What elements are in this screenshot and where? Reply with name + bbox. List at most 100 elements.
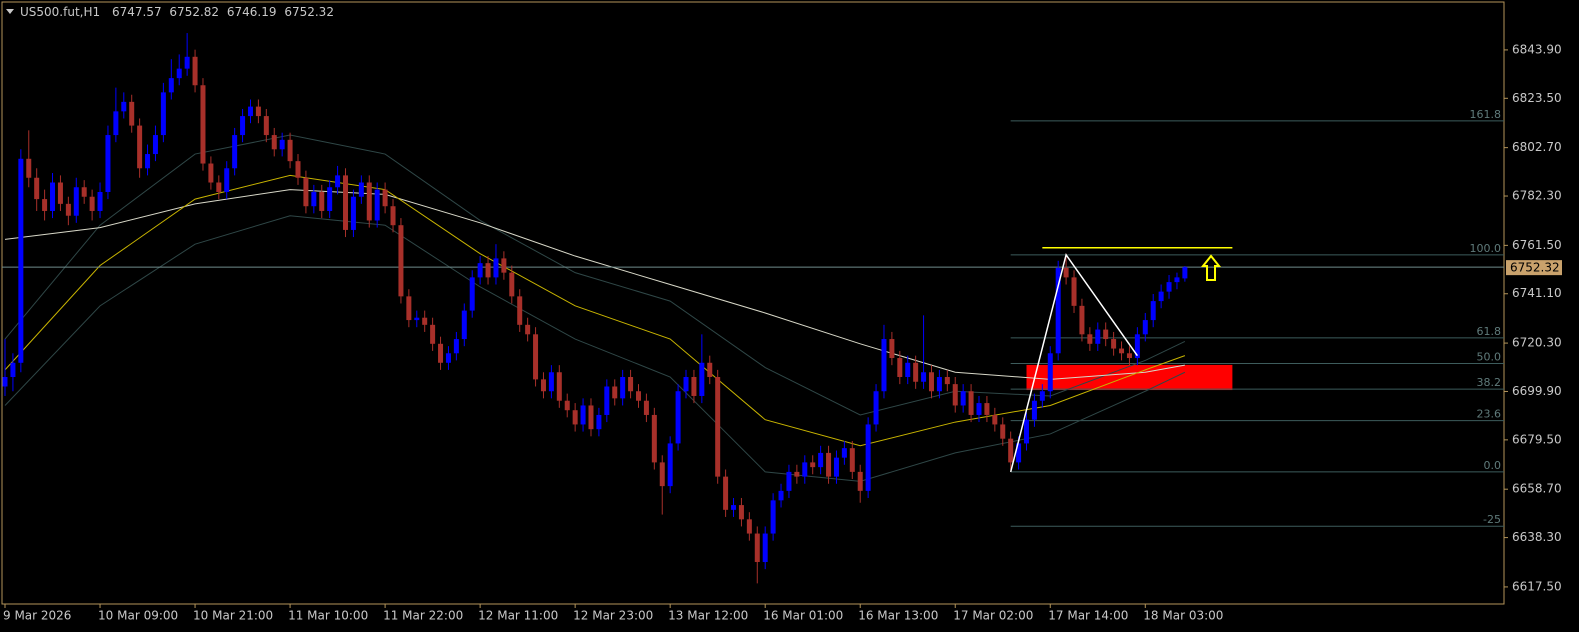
candle-body [691, 377, 697, 396]
candle-body [398, 225, 404, 297]
candle-body [620, 377, 626, 399]
candle-body [952, 384, 958, 406]
candle-body [50, 182, 56, 211]
candle-body [406, 296, 412, 321]
candle-body [921, 372, 927, 382]
y-tick-label: 6761.50 [1512, 238, 1562, 252]
candle-body [81, 187, 87, 197]
candle-body [1126, 353, 1132, 359]
candle-body [754, 533, 760, 563]
candle-body [517, 296, 523, 325]
candle-body [588, 405, 594, 430]
arrow [1200, 254, 1222, 282]
fib-label: 50.0 [1477, 350, 1502, 363]
candle-body [445, 353, 451, 363]
candle-body [232, 135, 238, 169]
header-toggle[interactable] [6, 9, 14, 14]
candle-body [10, 362, 16, 378]
candle-body [1174, 277, 1180, 283]
candle-body [382, 189, 388, 207]
candle-body [1142, 320, 1148, 335]
candle-body [794, 471, 800, 477]
x-tick-label: 10 Mar 09:00 [98, 609, 178, 623]
candle-body [366, 182, 372, 221]
candle-body [913, 362, 919, 382]
fib-label: 61.8 [1477, 325, 1502, 338]
candle-body [65, 203, 71, 216]
candle-body [1158, 291, 1164, 302]
candle-body [1119, 348, 1125, 354]
candle-body [715, 377, 721, 477]
candle-body [628, 377, 634, 392]
candle-body [1166, 282, 1172, 292]
candle-body [833, 457, 839, 477]
candle-body [477, 263, 483, 278]
candle-body [335, 175, 341, 188]
candle-body [778, 490, 784, 501]
candle-body [509, 272, 515, 297]
candle-body [802, 462, 808, 477]
candle-body [699, 362, 705, 396]
candle-body [145, 154, 151, 169]
x-tick-label: 17 Mar 14:00 [1048, 609, 1128, 623]
y-tick-label: 6699.90 [1512, 384, 1562, 398]
candle-body [350, 196, 356, 230]
candle-body [121, 101, 127, 112]
candle-body [1031, 400, 1037, 420]
candle-body [1000, 424, 1006, 439]
candle-body [57, 182, 63, 204]
candle-body [881, 339, 887, 392]
candle-body [26, 158, 32, 178]
candle-body [659, 462, 665, 487]
candle-body [247, 106, 253, 117]
x-tick-label: 16 Mar 01:00 [763, 609, 843, 623]
candle-body [683, 377, 689, 392]
candle-body [319, 191, 325, 211]
candle-body [525, 324, 531, 335]
candle-body [604, 386, 610, 415]
close: 6752.32 [284, 5, 334, 19]
y-tick-label: 6823.50 [1512, 91, 1562, 105]
symbol: US500.fut,H1 [20, 5, 100, 19]
y-tick-label: 6802.70 [1512, 140, 1562, 154]
y-tick-label: 6741.10 [1512, 286, 1562, 300]
trend-line [1009, 253, 1138, 473]
x-tick-label: 12 Mar 23:00 [573, 609, 653, 623]
candle-body [422, 317, 428, 325]
y-tick-label: 6782.30 [1512, 189, 1562, 203]
fib-label: 100.0 [1470, 242, 1502, 255]
fib-label: 0.0 [1484, 459, 1502, 472]
candle-body [556, 372, 562, 401]
x-tick-label: 10 Mar 21:00 [193, 609, 273, 623]
candle-body [160, 92, 166, 136]
candle-body [327, 187, 333, 211]
candle-body [1095, 329, 1101, 344]
candle-body [707, 362, 713, 378]
candle-body [596, 414, 602, 430]
candle-body [176, 68, 182, 79]
candle-body [944, 377, 950, 385]
candle-body [738, 505, 744, 520]
y-tick-label: 6617.50 [1512, 579, 1562, 593]
candle-body [113, 111, 119, 136]
price-label: 6752.32 [1510, 261, 1560, 275]
candle-body [279, 139, 285, 150]
fib-label: 38.2 [1477, 376, 1502, 389]
candle-body [343, 175, 349, 230]
y-tick-label: 6843.90 [1512, 42, 1562, 56]
candle-body [374, 189, 380, 221]
candle-body [152, 135, 158, 155]
candle-body [1008, 438, 1014, 463]
candle-body [533, 334, 539, 380]
y-tick-label: 6658.70 [1512, 482, 1562, 496]
candle-body [430, 324, 436, 344]
price-label-box [1506, 260, 1562, 276]
candle-body [643, 400, 649, 415]
candle-body [105, 135, 111, 192]
candle-body [992, 414, 998, 425]
candle-body [762, 533, 768, 563]
candle-body [540, 379, 546, 392]
zone [1026, 364, 1233, 391]
